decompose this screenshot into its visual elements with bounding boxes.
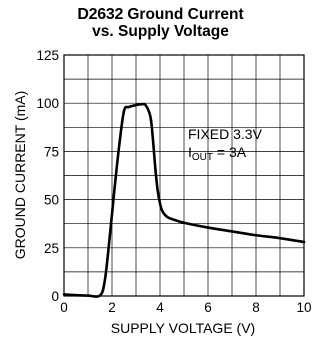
annotation-i: I xyxy=(188,144,192,160)
x-axis-label: SUPPLY VOLTAGE (V) xyxy=(111,320,255,336)
y-tick-labels: 0 25 50 75 100 125 xyxy=(36,48,59,304)
y-tick-label: 25 xyxy=(44,241,59,256)
x-tick-label: 2 xyxy=(108,300,116,315)
chart-title-line2: vs. Supply Voltage xyxy=(92,23,229,40)
x-tick-label: 8 xyxy=(252,300,260,315)
y-tick-label: 100 xyxy=(36,96,59,111)
y-tick-label: 50 xyxy=(44,193,59,208)
chart-title-main: Ground Current xyxy=(127,6,244,23)
annotation-sub: OUT xyxy=(192,152,213,163)
chart-title: D2632 Ground Current vs. Supply Voltage xyxy=(0,6,321,40)
grid xyxy=(64,55,304,296)
chart-title-line1: D2632 Ground Current xyxy=(0,6,321,23)
x-tick-label: 10 xyxy=(296,300,311,315)
x-tick-label: 4 xyxy=(156,300,164,315)
chart-title-prefix: D2632 xyxy=(77,6,124,23)
y-tick-label: 0 xyxy=(51,289,59,304)
y-axis-label: GROUND CURRENT (mA) xyxy=(12,91,28,260)
series-line xyxy=(62,102,306,298)
y-tick-label: 75 xyxy=(44,144,59,159)
x-tick-labels: 0 2 4 6 8 10 xyxy=(60,300,311,315)
y-tick-label: 125 xyxy=(36,48,59,63)
x-tick-label: 0 xyxy=(60,300,68,315)
x-tick-label: 6 xyxy=(204,300,212,315)
annotation-line1: FIXED 3.3V xyxy=(188,126,263,142)
plot-frame xyxy=(63,54,305,297)
annotation-suffix: = 3A xyxy=(213,144,247,160)
annotation-line2: IOUT = 3A xyxy=(188,144,247,163)
